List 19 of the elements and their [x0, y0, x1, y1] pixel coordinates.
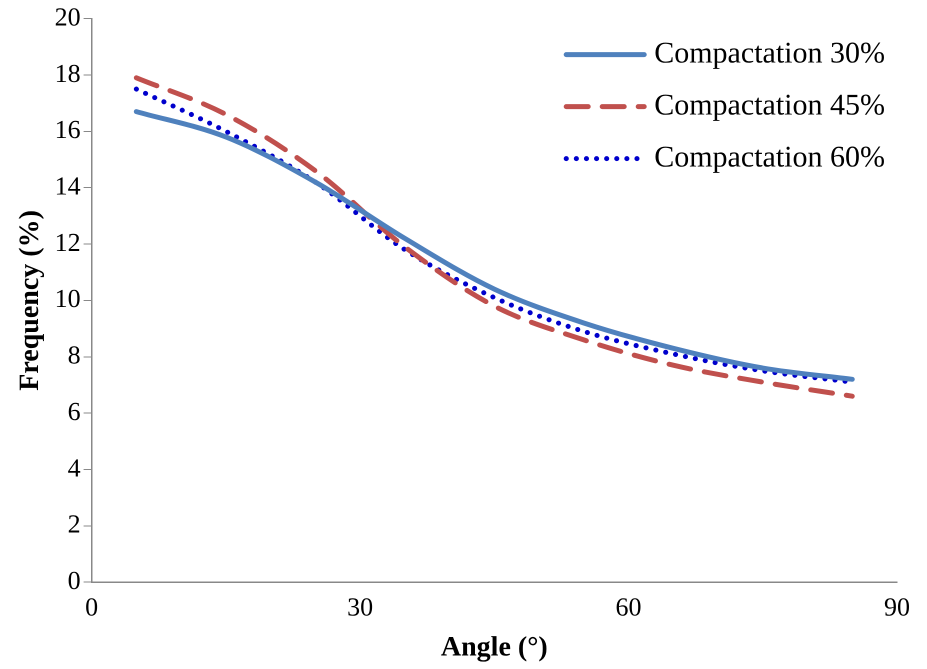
y-tick-label: 10	[54, 284, 81, 314]
y-tick-label: 20	[54, 2, 81, 32]
y-axis-title: Frequency (%)	[14, 210, 46, 391]
legend-label: Compactation 30%	[654, 36, 886, 70]
legend-label: Compactation 60%	[654, 140, 886, 174]
x-tick-label: 30	[347, 592, 374, 622]
y-tick-label: 18	[54, 58, 81, 88]
x-tick-label: 90	[884, 592, 910, 622]
x-tick-label: 60	[616, 592, 642, 622]
y-tick-label: 6	[68, 396, 81, 426]
legend-label: Compactation 45%	[654, 88, 886, 122]
y-tick-label: 8	[68, 340, 81, 370]
y-tick-label: 4	[68, 453, 81, 482]
y-tick-label: 14	[54, 172, 81, 201]
y-tick-label: 12	[54, 228, 81, 257]
y-tick-label: 0	[68, 566, 81, 596]
y-tick-label: 16	[54, 115, 81, 144]
y-tick-label: 2	[68, 510, 81, 539]
x-axis-title: Angle (°)	[440, 631, 548, 662]
